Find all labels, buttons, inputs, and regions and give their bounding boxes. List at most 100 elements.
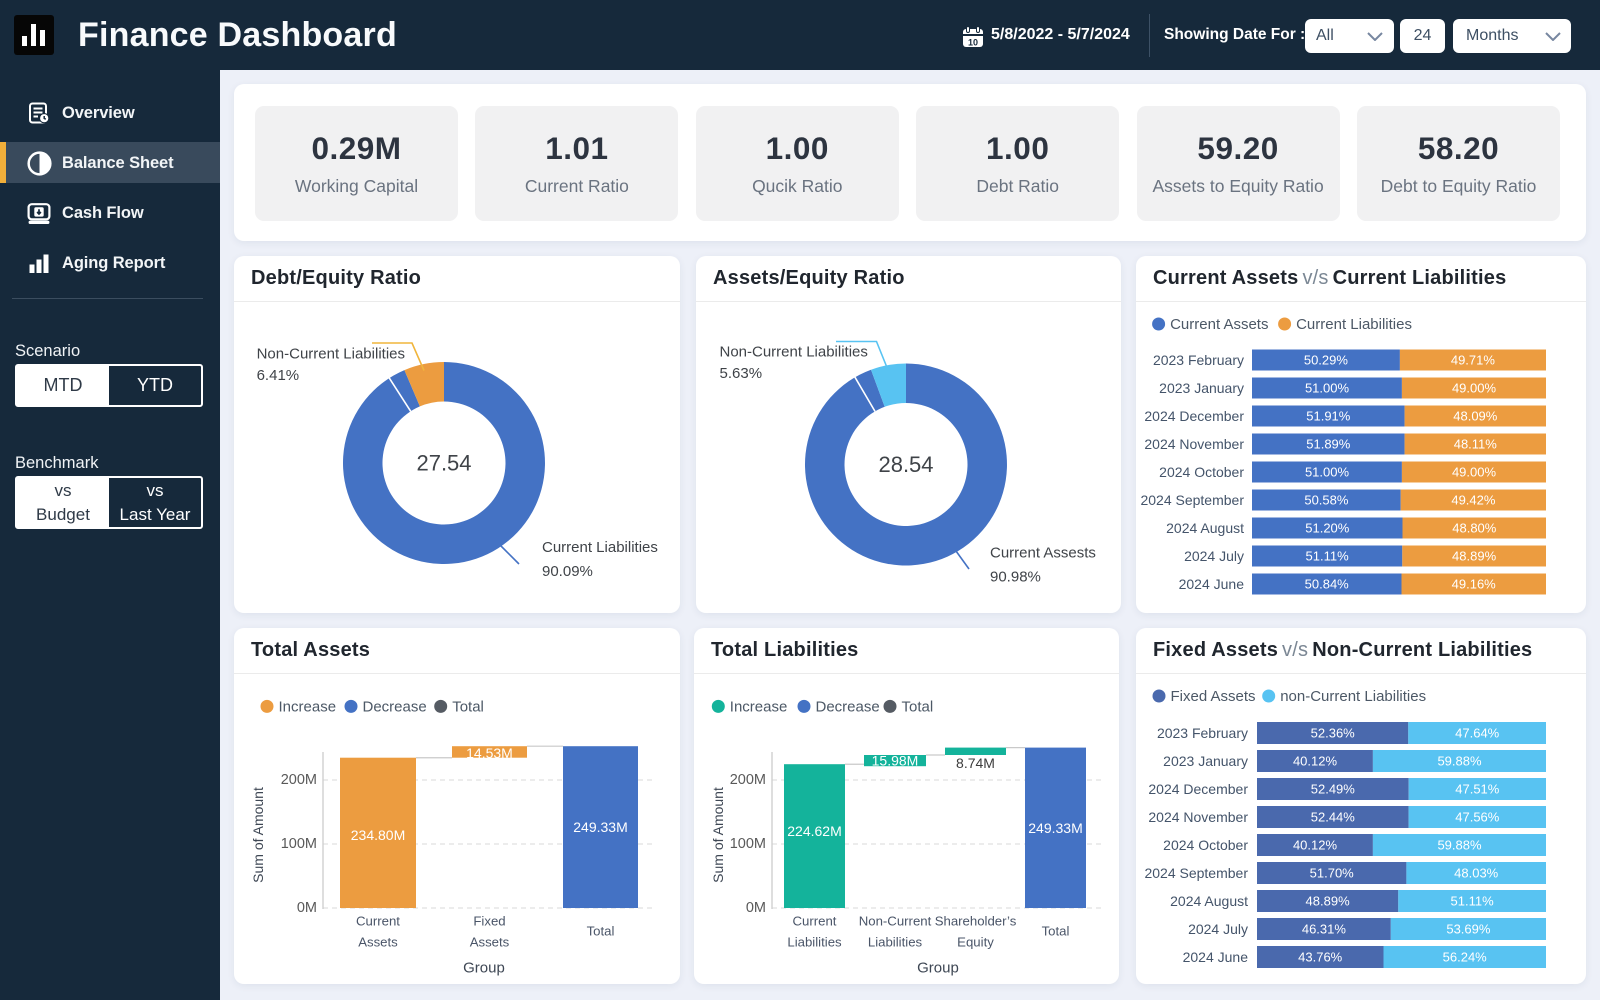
svg-text:59.88%: 59.88% (1437, 754, 1482, 769)
svg-text:249.33M: 249.33M (1028, 820, 1082, 836)
svg-text:6.41%: 6.41% (257, 367, 300, 384)
svg-text:2024 July: 2024 July (1188, 921, 1248, 937)
svg-text:48.80%: 48.80% (1452, 521, 1497, 536)
svg-text:249.33M: 249.33M (573, 819, 627, 835)
svg-text:2024 July: 2024 July (1184, 548, 1244, 564)
svg-text:51.11%: 51.11% (1451, 894, 1495, 909)
svg-text:200M: 200M (281, 772, 317, 788)
svg-text:49.16%: 49.16% (1452, 577, 1497, 592)
svg-text:59.88%: 59.88% (1437, 838, 1482, 853)
svg-text:51.89%: 51.89% (1306, 437, 1351, 452)
svg-text:48.11%: 48.11% (1454, 437, 1498, 452)
svg-text:Group: Group (917, 960, 959, 977)
svg-text:2024 August: 2024 August (1170, 893, 1248, 909)
svg-text:40.12%: 40.12% (1293, 838, 1338, 853)
svg-text:Increase: Increase (730, 698, 788, 715)
svg-text:Assets: Assets (358, 935, 398, 950)
svg-text:Current: Current (356, 914, 400, 929)
svg-text:Group: Group (463, 960, 505, 977)
svg-text:51.91%: 51.91% (1306, 409, 1351, 424)
svg-text:Current: Current (793, 914, 837, 929)
svg-text:100M: 100M (281, 836, 317, 852)
svg-text:51.00%: 51.00% (1305, 381, 1350, 396)
svg-text:51.11%: 51.11% (1306, 549, 1350, 564)
svg-text:51.70%: 51.70% (1310, 866, 1355, 881)
svg-text:2023 January: 2023 January (1159, 380, 1244, 396)
svg-text:52.36%: 52.36% (1311, 726, 1356, 741)
svg-text:27.54: 27.54 (416, 451, 471, 476)
svg-text:2024 November: 2024 November (1144, 436, 1244, 452)
svg-text:Increase: Increase (279, 698, 337, 715)
svg-text:Non-Current Liabilities: Non-Current Liabilities (257, 346, 405, 363)
svg-text:Assets: Assets (470, 935, 510, 950)
svg-text:28.54: 28.54 (878, 452, 933, 477)
svg-text:Equity: Equity (957, 935, 994, 950)
svg-text:Shareholder’s: Shareholder’s (935, 914, 1017, 929)
svg-text:48.89%: 48.89% (1306, 894, 1351, 909)
svg-text:200M: 200M (730, 772, 766, 788)
svg-text:2024 September: 2024 September (1140, 492, 1244, 508)
svg-text:5.63%: 5.63% (720, 365, 763, 382)
svg-text:2024 August: 2024 August (1166, 520, 1244, 536)
svg-text:49.00%: 49.00% (1452, 381, 1497, 396)
svg-text:47.56%: 47.56% (1455, 810, 1500, 825)
svg-text:2023 February: 2023 February (1153, 352, 1244, 368)
svg-text:50.29%: 50.29% (1304, 353, 1349, 368)
svg-text:224.62M: 224.62M (787, 823, 841, 839)
svg-text:2024 November: 2024 November (1148, 809, 1248, 825)
svg-text:2024 October: 2024 October (1163, 837, 1248, 853)
svg-text:51.20%: 51.20% (1305, 521, 1350, 536)
svg-text:15.98M: 15.98M (872, 753, 919, 769)
svg-text:48.03%: 48.03% (1454, 866, 1499, 881)
svg-text:2024 June: 2024 June (1183, 949, 1249, 965)
svg-text:47.51%: 47.51% (1455, 782, 1500, 797)
svg-text:Total: Total (452, 698, 484, 715)
svg-text:Non-Current: Non-Current (859, 914, 932, 929)
svg-text:52.49%: 52.49% (1311, 782, 1356, 797)
svg-text:2024 June: 2024 June (1179, 576, 1245, 592)
svg-text:non-Current Liabilities: non-Current Liabilities (1280, 688, 1426, 705)
svg-text:50.84%: 50.84% (1305, 577, 1350, 592)
svg-text:51.00%: 51.00% (1305, 465, 1350, 480)
svg-text:2024 September: 2024 September (1144, 865, 1248, 881)
svg-text:43.76%: 43.76% (1298, 950, 1343, 965)
svg-text:50.58%: 50.58% (1304, 493, 1349, 508)
svg-text:Sum of Amount: Sum of Amount (710, 787, 726, 883)
svg-text:53.69%: 53.69% (1446, 922, 1491, 937)
svg-text:Decrease: Decrease (816, 698, 880, 715)
svg-text:49.00%: 49.00% (1452, 465, 1497, 480)
svg-text:2024 October: 2024 October (1159, 464, 1244, 480)
svg-text:Non-Current Liabilities: Non-Current Liabilities (720, 343, 868, 360)
svg-text:2023 January: 2023 January (1163, 753, 1248, 769)
svg-text:234.80M: 234.80M (351, 827, 405, 843)
svg-text:Current Liabilities: Current Liabilities (542, 539, 658, 556)
svg-text:0M: 0M (297, 900, 317, 916)
svg-text:90.98%: 90.98% (990, 568, 1041, 585)
svg-text:100M: 100M (730, 836, 766, 852)
svg-text:Current Liabilities: Current Liabilities (1296, 316, 1412, 333)
svg-text:2024 December: 2024 December (1144, 408, 1244, 424)
svg-text:14.53M: 14.53M (466, 745, 513, 761)
svg-text:90.09%: 90.09% (542, 563, 593, 580)
svg-text:Sum of Amount: Sum of Amount (250, 787, 266, 883)
svg-text:Liabilities: Liabilities (868, 935, 923, 950)
svg-text:Fixed Assets: Fixed Assets (1171, 688, 1256, 705)
svg-text:49.71%: 49.71% (1451, 353, 1496, 368)
svg-text:48.09%: 48.09% (1453, 409, 1498, 424)
svg-text:Liabilities: Liabilities (787, 935, 842, 950)
svg-text:48.89%: 48.89% (1452, 549, 1497, 564)
svg-text:47.64%: 47.64% (1455, 726, 1500, 741)
svg-text:0M: 0M (746, 900, 766, 916)
svg-text:Current Assests: Current Assests (990, 544, 1096, 561)
svg-text:Fixed: Fixed (473, 914, 505, 929)
svg-text:49.42%: 49.42% (1451, 493, 1496, 508)
svg-text:56.24%: 56.24% (1443, 950, 1488, 965)
svg-text:40.12%: 40.12% (1293, 754, 1338, 769)
svg-text:Current Assets: Current Assets (1170, 316, 1268, 333)
svg-text:2024 December: 2024 December (1148, 781, 1248, 797)
svg-text:Total: Total (902, 698, 934, 715)
svg-text:Decrease: Decrease (363, 698, 427, 715)
svg-text:10: 10 (968, 38, 978, 48)
svg-text:8.74M: 8.74M (956, 755, 995, 771)
svg-text:46.31%: 46.31% (1302, 922, 1347, 937)
